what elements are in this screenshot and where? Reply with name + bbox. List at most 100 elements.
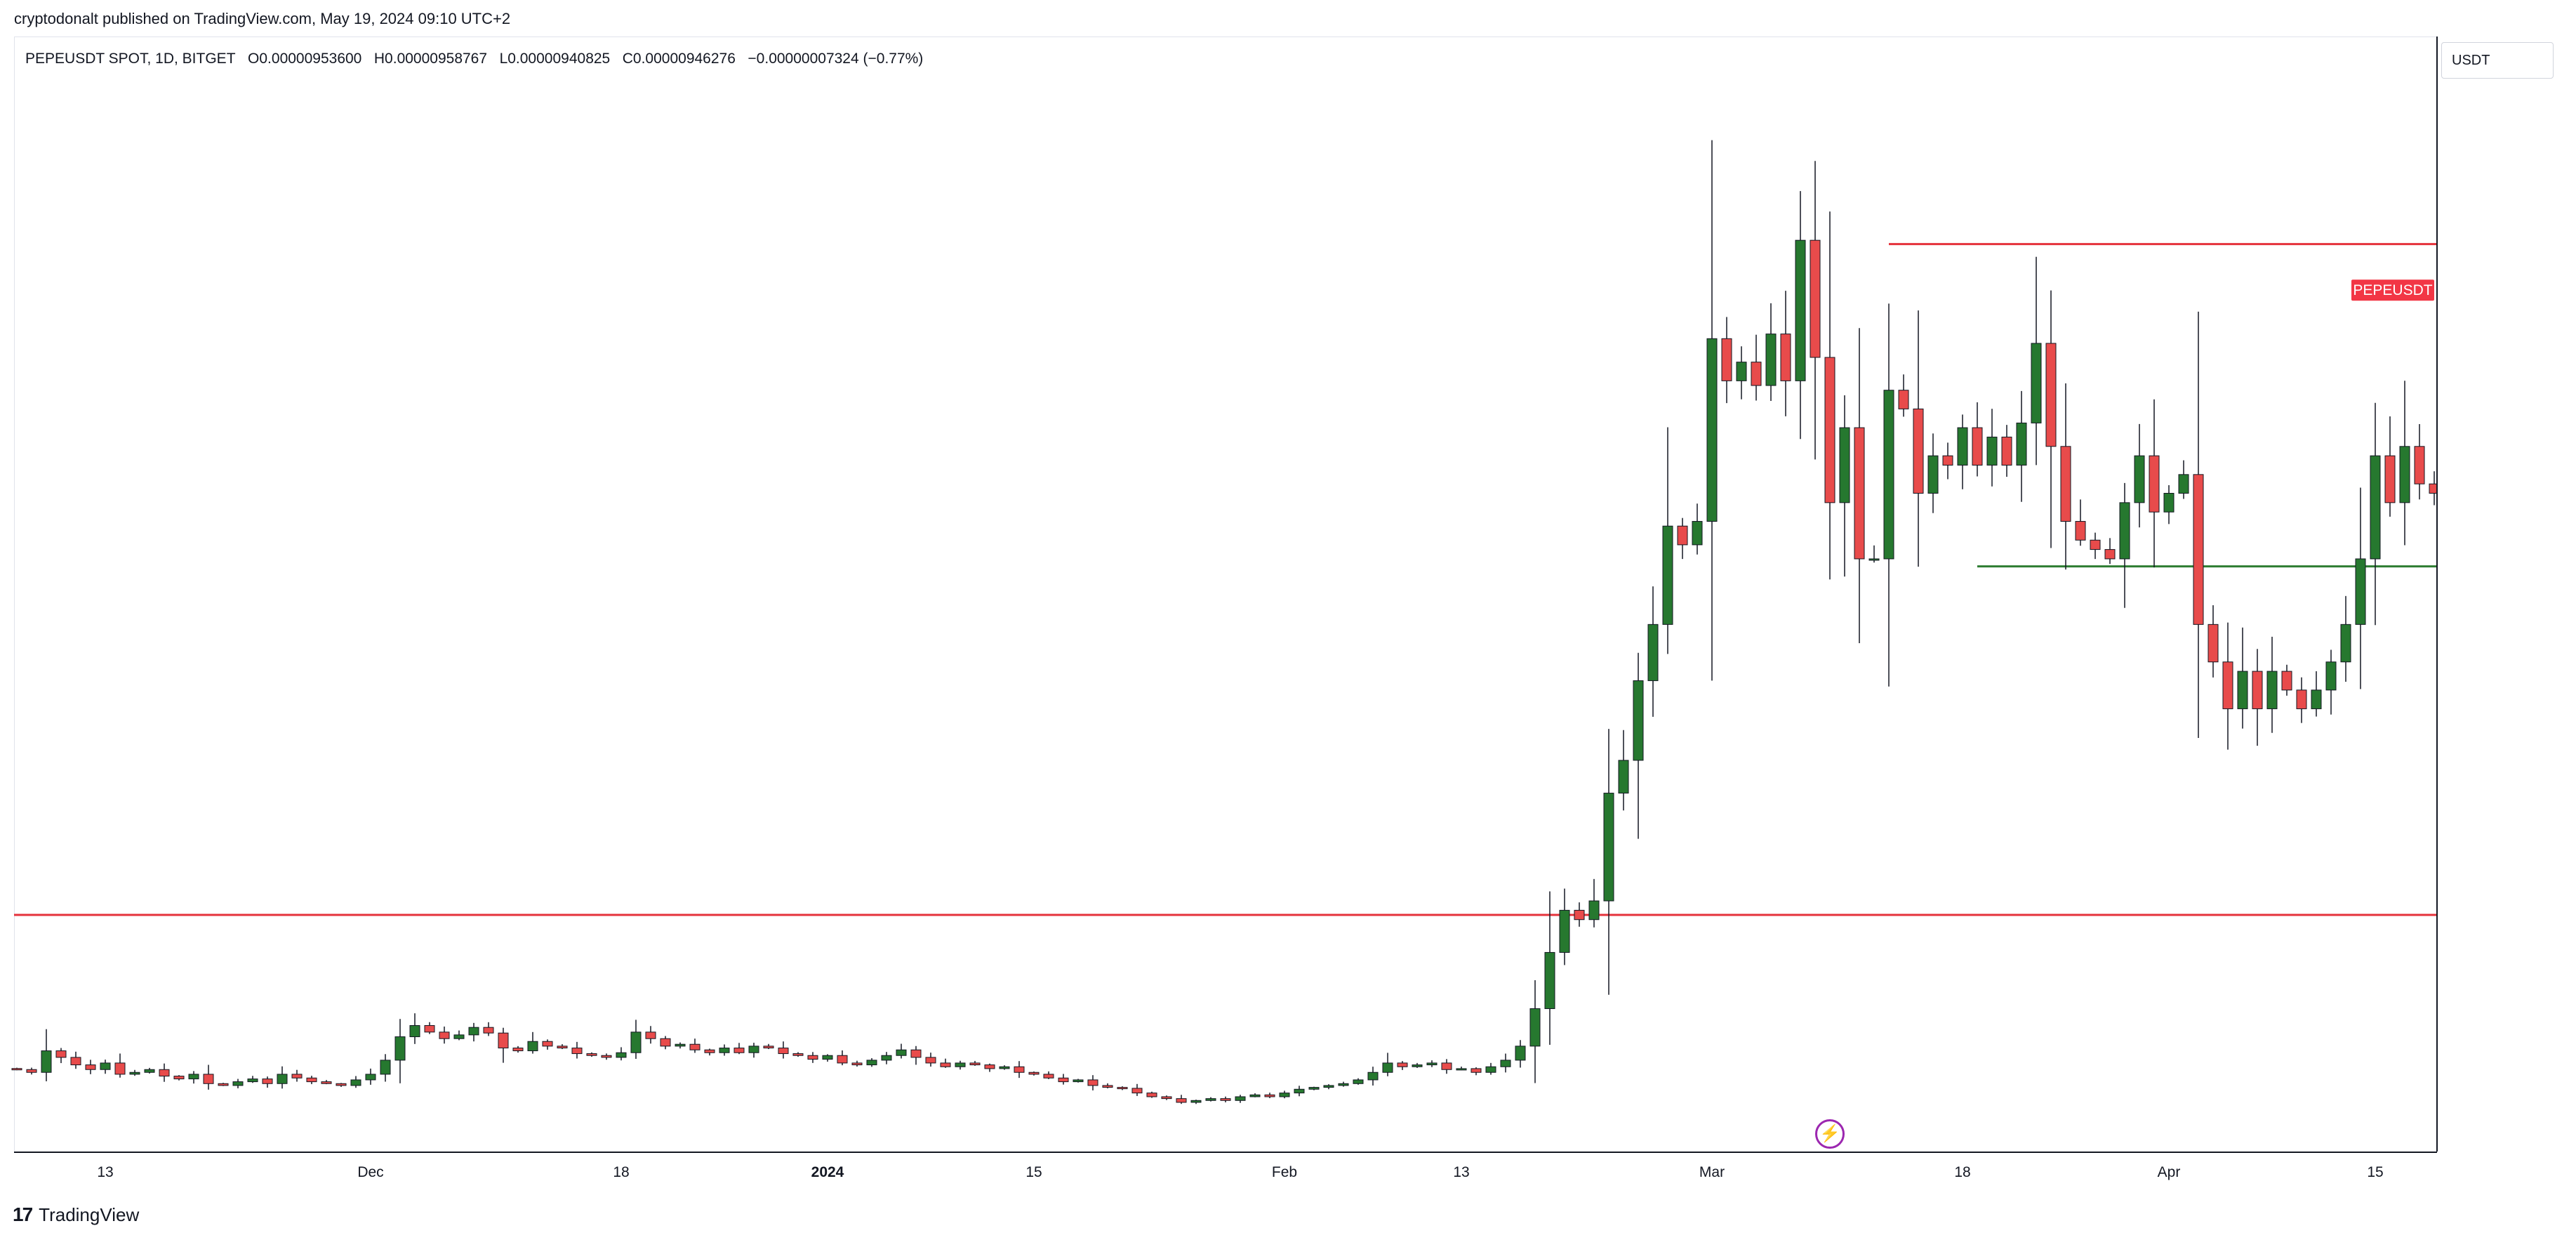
time-tick-label: Apr	[2158, 1164, 2181, 1180]
candle	[1662, 427, 1673, 654]
candle-body-down	[910, 1049, 922, 1058]
candle	[1441, 1059, 1452, 1074]
candle	[1500, 1053, 1511, 1073]
candle-body-up	[350, 1079, 361, 1086]
candle-body-down	[2045, 343, 2057, 447]
candle-body-down	[114, 1062, 126, 1075]
candle-body-down	[1972, 427, 1983, 466]
candle	[1824, 211, 1835, 580]
candle	[1028, 1071, 1040, 1076]
candle-body-up	[2237, 671, 2248, 709]
candle-body-down	[1677, 525, 1688, 546]
candle	[999, 1065, 1010, 1070]
candle-body-up	[896, 1049, 907, 1056]
candle	[1574, 902, 1585, 927]
candle	[1883, 303, 1894, 687]
candle-body-up	[719, 1048, 730, 1053]
candle-body-up	[1736, 362, 1747, 381]
candle-body-up	[1500, 1060, 1511, 1067]
time-tick-label: 2024	[811, 1164, 844, 1180]
candle-body-down	[1913, 408, 1924, 494]
candle	[70, 1051, 81, 1069]
candle	[232, 1079, 244, 1088]
tradingview-logo[interactable]: 17 TradingView	[13, 1203, 139, 1226]
candle	[85, 1060, 96, 1074]
candle-body-up	[1588, 900, 1600, 921]
candle-body-up	[188, 1074, 199, 1080]
candle-body-down	[1161, 1096, 1172, 1100]
candle	[321, 1080, 332, 1085]
candle	[409, 1013, 420, 1044]
candle	[11, 1067, 22, 1071]
candle	[1751, 334, 1762, 401]
candle-body-up	[1485, 1066, 1496, 1073]
candle-body-down	[55, 1050, 67, 1058]
candle-body-up	[2399, 446, 2410, 503]
candle-body-down	[837, 1055, 848, 1064]
candle	[1736, 346, 1747, 400]
price-scale[interactable]	[2436, 37, 2576, 1152]
candle	[896, 1043, 907, 1059]
candle	[1529, 980, 1541, 1083]
candle-body-down	[2207, 624, 2219, 663]
candle-body-up	[1190, 1100, 1202, 1103]
candle	[645, 1026, 656, 1044]
time-axis-line	[14, 1152, 2437, 1153]
candle	[1190, 1100, 1202, 1104]
candle-body-down	[2414, 446, 2425, 484]
candle-body-down	[940, 1062, 951, 1067]
candle	[262, 1076, 273, 1088]
candle	[2370, 402, 2381, 626]
candle-body-down	[262, 1079, 273, 1084]
candle	[350, 1076, 361, 1088]
candle	[984, 1063, 995, 1072]
candle	[1618, 730, 1629, 811]
symbol-label[interactable]: PEPEUSDT SPOT, 1D, BITGET	[25, 51, 236, 67]
candle	[1515, 1040, 1526, 1068]
candle	[2266, 636, 2278, 733]
chart-pane[interactable]	[14, 37, 2438, 1152]
candle	[2031, 256, 2042, 466]
candle	[2237, 627, 2248, 729]
candle-body-up	[1529, 1008, 1541, 1047]
candle	[1146, 1091, 1157, 1098]
candle-body-down	[1087, 1079, 1098, 1086]
candle	[571, 1041, 583, 1059]
candle-body-up	[1662, 525, 1673, 625]
candle-body-up	[1544, 951, 1555, 1010]
candle	[1810, 161, 1821, 460]
candle	[1780, 291, 1791, 416]
candle-body-up	[409, 1025, 420, 1038]
candle-body-down	[1220, 1098, 1231, 1101]
candle	[277, 1066, 288, 1089]
candle-body-down	[2296, 690, 2307, 709]
candle-body-up	[1073, 1079, 1084, 1083]
candle-body-up	[1308, 1087, 1320, 1090]
candle	[2355, 487, 2366, 690]
candle-body-up	[232, 1081, 244, 1086]
candle	[807, 1052, 818, 1063]
candle	[910, 1046, 922, 1065]
candle-body-down	[2384, 455, 2396, 503]
time-tick-label: Dec	[357, 1164, 383, 1180]
candle	[1073, 1079, 1084, 1083]
candle	[1338, 1081, 1349, 1087]
candle	[1117, 1086, 1128, 1090]
candle-body-down	[1028, 1071, 1040, 1075]
candle	[1470, 1067, 1482, 1076]
candle	[498, 1027, 509, 1063]
candle	[424, 1022, 435, 1034]
candle	[1323, 1084, 1334, 1090]
candle-body-down	[203, 1074, 214, 1084]
candle-body-up	[277, 1074, 288, 1084]
candle-body-up	[453, 1034, 465, 1039]
currency-selector[interactable]: USDT	[2441, 42, 2554, 79]
lightning-icon[interactable]: ⚡	[1815, 1119, 1845, 1149]
candle-body-down	[1264, 1094, 1275, 1097]
candle	[129, 1069, 140, 1076]
candle	[1176, 1095, 1187, 1104]
candle	[2399, 381, 2410, 546]
candle	[2045, 290, 2057, 548]
candle-body-down	[1397, 1062, 1408, 1067]
